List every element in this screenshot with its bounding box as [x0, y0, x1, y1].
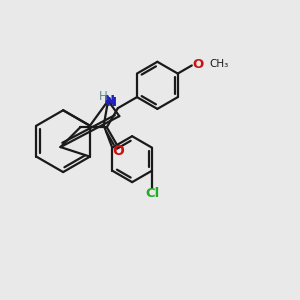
Text: O: O: [193, 58, 204, 70]
Text: H: H: [99, 91, 107, 103]
Text: O: O: [112, 144, 124, 158]
Text: CH₃: CH₃: [209, 59, 229, 69]
Text: N: N: [104, 94, 115, 107]
Text: Cl: Cl: [145, 187, 159, 200]
Text: N: N: [106, 96, 117, 110]
